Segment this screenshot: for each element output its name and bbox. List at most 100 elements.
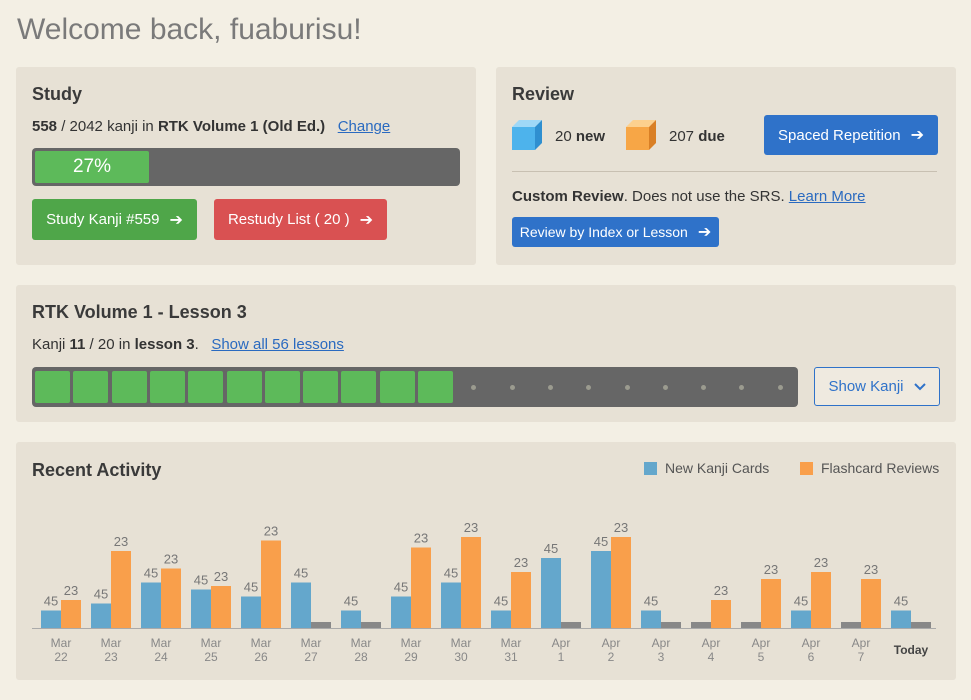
bar-new-kanji [341, 610, 361, 628]
bar-reviews [761, 579, 781, 628]
study-book: RTK Volume 1 (Old Ed.) [157, 118, 326, 135]
review-by-index-button[interactable]: Review by Index or Lesson ➔ [512, 217, 719, 247]
bar-reviews [861, 579, 881, 628]
bar-new-kanji [291, 582, 311, 628]
bar-reviews [661, 622, 681, 628]
x-tick-label: Today [894, 643, 929, 657]
learn-more-link[interactable]: Learn More [788, 188, 866, 205]
bar-reviews [561, 622, 581, 628]
bar-new-kanji [91, 603, 111, 628]
bar-new-kanji [691, 622, 711, 628]
lesson-label: lesson 3 [134, 336, 195, 353]
study-kanji-label: Study Kanji #559 [46, 211, 160, 228]
x-tick-label: Mar [151, 636, 172, 650]
lesson-panel: RTK Volume 1 - Lesson 3 Kanji 11 / 20 in… [16, 285, 956, 422]
lesson-kanji-segment [533, 371, 568, 403]
bar-new-kanji [791, 610, 811, 628]
x-tick-label: Mar [201, 636, 222, 650]
bar-new-kanji [541, 558, 561, 628]
restudy-list-label: Restudy List ( 20 ) [227, 211, 350, 228]
custom-review-text: Custom Review. Does not use the SRS. Lea… [512, 188, 866, 205]
bar-reviews [211, 586, 231, 628]
bar-value-label: 23 [214, 569, 228, 584]
arrow-right-icon: ➔ [910, 127, 924, 144]
bar-value-label: 45 [644, 594, 658, 609]
lesson-of: / 20 in [85, 336, 135, 353]
x-tick-label: 26 [254, 650, 268, 664]
bar-value-label: 23 [414, 531, 428, 546]
due-cards-cube-icon [626, 120, 656, 150]
bar-value-label: 23 [464, 520, 478, 535]
lesson-progress-bar [32, 367, 798, 407]
bar-value-label: 23 [164, 552, 178, 567]
bar-new-kanji [41, 610, 61, 628]
spaced-repetition-button[interactable]: Spaced Repetition ➔ [764, 115, 938, 155]
x-tick-label: Apr [852, 636, 871, 650]
lesson-kanji-segment [763, 371, 798, 403]
lesson-kanji-segment [303, 371, 339, 403]
show-kanji-button[interactable]: Show Kanji [814, 367, 940, 406]
lesson-period: . [194, 336, 199, 353]
bar-value-label: 23 [64, 583, 78, 598]
bar-reviews [311, 622, 331, 628]
study-total: / 2042 kanji in [57, 118, 158, 135]
activity-panel: Recent Activity New Kanji Cards Flashcar… [16, 442, 956, 680]
restudy-list-button[interactable]: Restudy List ( 20 ) ➔ [214, 199, 387, 240]
x-tick-label: 3 [658, 650, 665, 664]
show-kanji-label: Show Kanji [828, 378, 904, 395]
lesson-kanji-segment [418, 371, 453, 403]
x-tick-label: Apr [752, 636, 771, 650]
lesson-kanji-segment [648, 371, 683, 403]
bar-reviews [161, 568, 181, 628]
lesson-kanji-prefix: Kanji [32, 336, 70, 353]
bar-value-label: 45 [444, 566, 458, 581]
bar-new-kanji [191, 589, 211, 628]
x-tick-label: Mar [51, 636, 72, 650]
bar-new-kanji [741, 622, 761, 628]
spaced-repetition-label: Spaced Repetition [778, 126, 901, 144]
x-tick-label: 27 [304, 650, 318, 664]
bar-value-label: 45 [244, 580, 258, 595]
bar-reviews [111, 551, 131, 628]
bar-value-label: 45 [394, 580, 408, 595]
x-tick-label: 7 [858, 650, 865, 664]
review-by-index-label: Review by Index or Lesson [519, 224, 688, 240]
bar-reviews [711, 600, 731, 628]
legend-swatch-new [644, 462, 657, 475]
bar-reviews [911, 622, 931, 628]
x-tick-label: Mar [401, 636, 422, 650]
bar-new-kanji [891, 610, 911, 628]
x-tick-label: Mar [451, 636, 472, 650]
lesson-kanji-segment [610, 371, 645, 403]
x-tick-label: 1 [558, 650, 565, 664]
lesson-kanji-segment [724, 371, 759, 403]
bar-reviews [511, 572, 531, 628]
x-tick-label: Apr [602, 636, 621, 650]
x-tick-label: Apr [552, 636, 571, 650]
show-all-lessons-link[interactable]: Show all 56 lessons [211, 336, 344, 353]
bar-new-kanji [391, 596, 411, 628]
lesson-kanji-segment [456, 371, 491, 403]
x-tick-label: Mar [351, 636, 372, 650]
x-tick-label: 24 [154, 650, 168, 664]
x-tick-label: 28 [354, 650, 368, 664]
lesson-kanji-segment [111, 371, 147, 403]
change-link[interactable]: Change [337, 118, 391, 135]
bar-new-kanji [491, 610, 511, 628]
bar-value-label: 45 [294, 566, 308, 581]
bar-new-kanji [241, 596, 261, 628]
x-tick-label: 2 [608, 650, 615, 664]
bar-value-label: 45 [194, 573, 208, 588]
bar-value-label: 23 [814, 555, 828, 570]
lesson-done: 11 [69, 336, 86, 353]
arrow-right-icon: ➔ [359, 211, 374, 229]
bar-reviews [261, 540, 281, 628]
lesson-kanji-segment [341, 371, 377, 403]
study-kanji-button[interactable]: Study Kanji #559 ➔ [32, 199, 197, 240]
study-progress-bar: 27% [32, 148, 460, 186]
bar-reviews [811, 572, 831, 628]
lesson-kanji-segment [571, 371, 606, 403]
new-cards-cube-icon [512, 120, 542, 150]
study-summary: 558 / 2042 kanji in RTK Volume 1 (Old Ed… [32, 118, 390, 135]
